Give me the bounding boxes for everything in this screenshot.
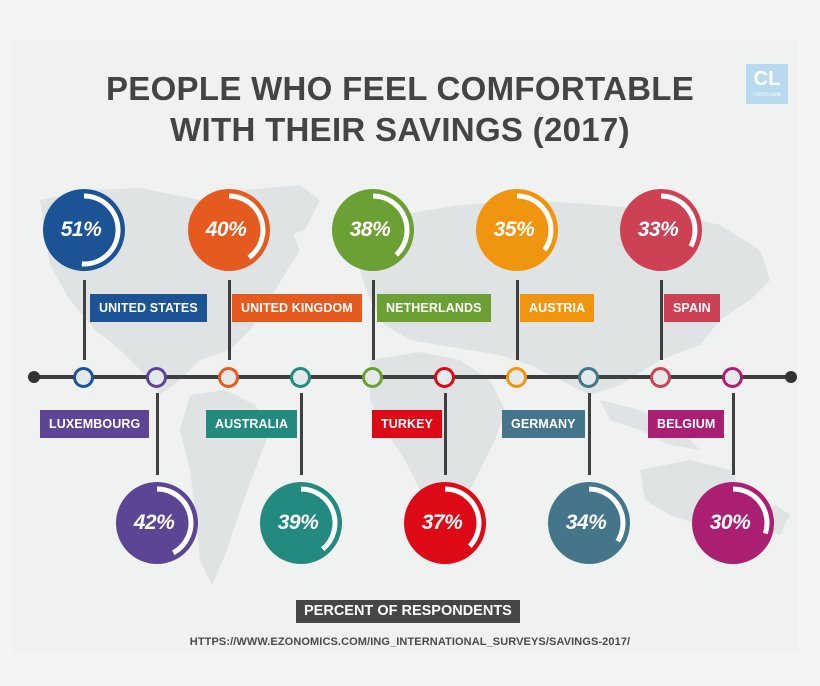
progress-arc xyxy=(732,486,770,535)
percentage-bubble-belgium: 30% xyxy=(691,481,775,565)
progress-arc xyxy=(156,486,194,555)
infographic-title: PEOPLE WHO FEEL COMFORTABLE WITH THEIR S… xyxy=(0,68,800,150)
percentage-bubble-luxembourg: 42% xyxy=(115,481,199,565)
connector-line xyxy=(588,393,591,475)
timeline-node-netherlands xyxy=(362,367,383,388)
logo-mark: CL xyxy=(753,68,781,90)
timeline-start-dot xyxy=(28,371,40,383)
country-label-australia: AUSTRALIA xyxy=(206,410,298,438)
percentage-value: 40% xyxy=(205,218,247,241)
percentage-bubble-germany: 34% xyxy=(547,481,631,565)
country-label-united-states: UNITED STATES xyxy=(90,294,207,322)
percentage-value: 39% xyxy=(277,511,319,534)
percentage-value: 33% xyxy=(637,218,679,241)
country-label-germany: GERMANY xyxy=(502,410,585,438)
timeline-node-luxembourg xyxy=(146,367,167,388)
country-label-spain: SPAIN xyxy=(664,294,720,322)
percentage-bubble-spain: 33% xyxy=(619,188,703,272)
country-label-belgium: BELGIUM xyxy=(648,410,725,438)
timeline-node-germany xyxy=(578,367,599,388)
percent-of-respondents-badge: PERCENT OF RESPONDENTS xyxy=(296,600,520,623)
timeline-end-dot xyxy=(785,371,797,383)
progress-arc xyxy=(516,193,554,252)
percentage-value: 38% xyxy=(349,218,391,241)
logo-subtext: CREDITLOAN xyxy=(753,92,781,97)
connector-line xyxy=(444,393,447,475)
timeline-node-turkey xyxy=(434,367,455,388)
title-line-2: WITH THEIR SAVINGS (2017) xyxy=(170,111,630,148)
percentage-bubble-netherlands: 38% xyxy=(331,188,415,272)
percentage-value: 37% xyxy=(421,511,463,534)
progress-arc xyxy=(228,193,266,260)
percentage-value: 34% xyxy=(565,511,607,534)
connector-line xyxy=(83,280,86,360)
timeline-axis xyxy=(33,375,791,379)
percentage-bubble-turkey: 37% xyxy=(403,481,487,565)
progress-arc xyxy=(660,193,698,248)
percentage-bubble-united-states: 51% xyxy=(42,188,126,272)
progress-arc xyxy=(300,486,338,552)
progress-arc xyxy=(588,486,626,543)
country-label-united-kingdom: UNITED KINGDOM xyxy=(232,294,362,322)
country-label-turkey: TURKEY xyxy=(372,410,442,438)
connector-line xyxy=(660,280,663,360)
title-line-1: PEOPLE WHO FEEL COMFORTABLE xyxy=(105,70,695,107)
timeline-node-spain xyxy=(650,367,671,388)
connector-line xyxy=(516,280,519,360)
source-url: HTTPS://WWW.EZONOMICS.COM/ING_INTERNATIO… xyxy=(189,636,631,648)
country-label-austria: AUSTRIA xyxy=(520,294,595,322)
timeline-node-united-states xyxy=(73,367,94,388)
percentage-bubble-australia: 39% xyxy=(259,481,343,565)
progress-arc xyxy=(81,193,121,267)
percentage-value: 35% xyxy=(493,218,535,241)
percentage-bubble-austria: 35% xyxy=(475,188,559,272)
timeline-node-australia xyxy=(290,367,311,388)
progress-arc xyxy=(444,486,482,548)
connector-line xyxy=(732,393,735,475)
percentage-value: 51% xyxy=(60,218,102,241)
connector-line xyxy=(300,393,303,475)
percentage-value: 42% xyxy=(133,511,175,534)
country-label-netherlands: NETHERLANDS xyxy=(377,294,491,322)
timeline-node-united-kingdom xyxy=(218,367,239,388)
percentage-value: 30% xyxy=(709,511,751,534)
connector-line xyxy=(156,393,159,475)
timeline-node-belgium xyxy=(722,367,743,388)
progress-arc xyxy=(372,193,410,257)
timeline-node-austria xyxy=(506,367,527,388)
country-label-luxembourg: LUXEMBOURG xyxy=(40,410,150,438)
percentage-bubble-united-kingdom: 40% xyxy=(187,188,271,272)
creditloan-logo: CL CREDITLOAN xyxy=(746,64,788,104)
connector-line xyxy=(372,280,375,360)
connector-line xyxy=(228,280,231,360)
